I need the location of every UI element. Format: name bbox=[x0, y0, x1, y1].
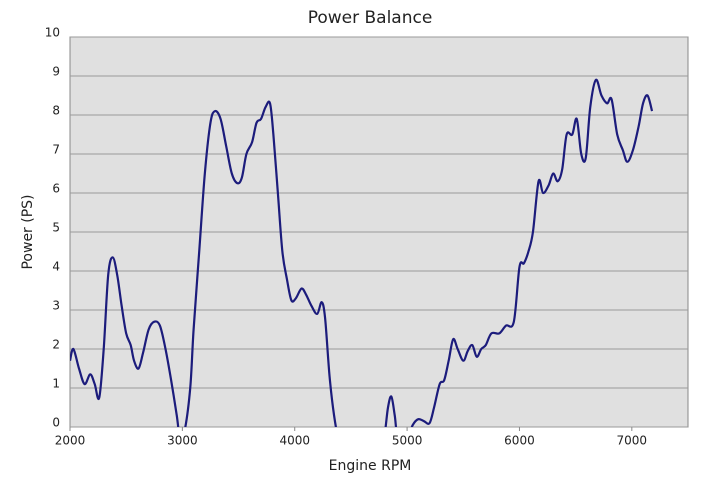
x-tick-label: 6000 bbox=[504, 434, 535, 448]
y-tick-label: 6 bbox=[52, 182, 60, 196]
y-tick-label: 3 bbox=[52, 299, 60, 313]
x-tick-label: 2000 bbox=[55, 434, 86, 448]
y-tick-label: 10 bbox=[45, 26, 60, 40]
chart-title: Power Balance bbox=[308, 8, 433, 28]
x-tick-label: 4000 bbox=[279, 434, 310, 448]
y-tick-label: 4 bbox=[52, 260, 60, 274]
y-tick-label: 8 bbox=[52, 104, 60, 118]
y-tick-label: 7 bbox=[52, 143, 60, 157]
y-tick-label: 9 bbox=[52, 65, 60, 79]
y-tick-label: 1 bbox=[52, 377, 60, 391]
x-tick-label: 7000 bbox=[617, 434, 648, 448]
x-tick-label: 3000 bbox=[167, 434, 198, 448]
y-tick-label: 2 bbox=[52, 338, 60, 352]
x-axis-label: Engine RPM bbox=[329, 458, 412, 474]
y-axis-label: Power (PS) bbox=[20, 194, 36, 269]
y-tick-label: 5 bbox=[52, 221, 60, 235]
x-tick-label: 5000 bbox=[392, 434, 423, 448]
data-line bbox=[70, 78, 654, 427]
y-tick-label: 0 bbox=[52, 416, 60, 430]
